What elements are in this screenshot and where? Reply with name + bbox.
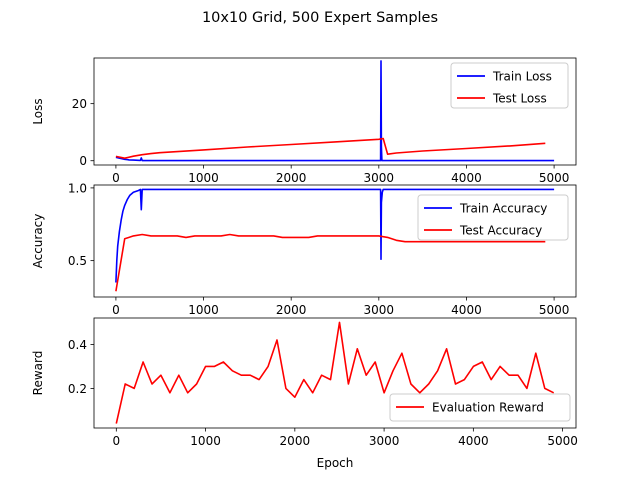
chart-reward: 0 1000 2000 3000 4000 5000 0.2 0.4 Reward Epoch Ev…	[31, 317, 578, 470]
x-tick-label-loss-2: 2000	[276, 171, 307, 185]
x-tick-label-reward-0: 0	[112, 434, 120, 448]
x-tick-label-reward-1: 1000	[190, 434, 221, 448]
legend-box-loss	[450, 62, 569, 109]
x-tick-label-reward-3: 3000	[369, 434, 400, 448]
series-line-accuracy-1	[115, 233, 546, 292]
legend-label-accuracy-0: Train Accuracy	[459, 202, 547, 216]
legend-loss: Train Loss Test Loss	[450, 62, 569, 109]
series-line-loss-1	[115, 137, 546, 159]
x-tick-label-loss-0: 0	[112, 171, 120, 185]
y-tick-label-reward-1: 0.4	[68, 338, 87, 352]
x-tick-label-loss-4: 4000	[451, 171, 482, 185]
chart-panels: 0 1000 2000 3000 4000 5000 0 20 Loss Train Loss Te…	[31, 57, 578, 470]
x-tick-label-loss-1: 1000	[188, 171, 219, 185]
figure-title: 10x10 Grid, 500 Expert Samples	[202, 10, 438, 26]
series-line-accuracy-0	[115, 188, 555, 283]
legend-label-loss-1: Test Loss	[492, 92, 547, 106]
x-tick-label-accuracy-0: 0	[112, 303, 120, 317]
series-line-loss-0	[115, 60, 555, 162]
x-tick-label-accuracy-2: 2000	[276, 303, 307, 317]
x-axis-label-reward: Epoch	[317, 456, 354, 470]
y-tick-label-accuracy-0: 0.5	[68, 254, 87, 268]
y-tick-label-accuracy-1: 1.0	[68, 181, 87, 195]
y-tick-label-loss-0: 0	[79, 154, 87, 168]
axes-frame-accuracy	[93, 184, 577, 298]
x-tick-label-reward-2: 2000	[280, 434, 311, 448]
legend-accuracy: Train Accuracy Test Accuracy	[417, 194, 569, 241]
legend-box-reward	[389, 393, 571, 422]
x-tick-label-reward-5: 5000	[547, 434, 578, 448]
legend-label-loss-0: Train Loss	[492, 70, 552, 84]
y-axis-label-reward: Reward	[31, 351, 45, 396]
chart-loss: 0 1000 2000 3000 4000 5000 0 20 Loss Train Loss Te…	[31, 57, 577, 185]
legend-box-accuracy	[417, 194, 569, 241]
legend-label-accuracy-1: Test Accuracy	[459, 224, 542, 238]
x-tick-label-accuracy-1: 1000	[188, 303, 219, 317]
y-axis-label-loss: Loss	[31, 98, 45, 124]
y-tick-label-reward-0: 0.2	[68, 382, 87, 396]
y-axis-label-accuracy: Accuracy	[31, 214, 45, 269]
series-line-reward-0	[115, 321, 555, 424]
axes-frame-reward	[93, 317, 577, 429]
x-tick-label-accuracy-4: 4000	[451, 303, 482, 317]
chart-accuracy: 0 1000 2000 3000 4000 5000 0.5 1.0 Accuracy Train…	[31, 181, 577, 317]
x-tick-label-loss-5: 5000	[539, 171, 570, 185]
x-tick-label-accuracy-5: 5000	[539, 303, 570, 317]
axes-frame-loss	[93, 57, 577, 166]
y-tick-label-loss-1: 20	[72, 97, 87, 111]
x-tick-label-reward-4: 4000	[458, 434, 489, 448]
legend-label-reward-0: Evaluation Reward	[432, 401, 544, 415]
x-tick-label-accuracy-3: 3000	[364, 303, 395, 317]
legend-reward: Evaluation Reward	[389, 393, 571, 422]
x-tick-label-loss-3: 3000	[364, 171, 395, 185]
